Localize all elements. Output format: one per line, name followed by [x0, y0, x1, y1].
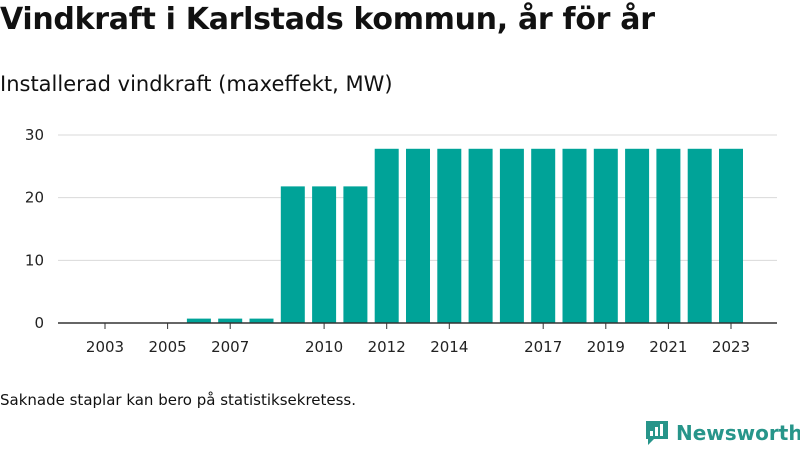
x-tick-label: 2005	[149, 338, 187, 356]
bar-2014	[437, 148, 462, 323]
x-tick-label: 2021	[649, 338, 687, 356]
bar-2021	[656, 148, 681, 323]
bar-2022	[687, 148, 712, 323]
bar-2018	[562, 148, 587, 323]
chart-title: Vindkraft i Karlstads kommun, år för år	[0, 2, 655, 37]
footnote: Saknade staplar kan bero på statistiksek…	[0, 391, 357, 409]
x-tick-label: 2019	[587, 338, 625, 356]
y-tick-labels: 0 10 20 30	[25, 126, 44, 332]
x-tick-label: 2017	[524, 338, 562, 356]
y-tick-label: 20	[25, 189, 44, 207]
y-tick-label: 0	[34, 314, 44, 332]
brand-logo: Newsworthy	[644, 419, 800, 447]
x-tick-label: 2012	[368, 338, 406, 356]
x-tick-label: 2014	[430, 338, 468, 356]
axes	[58, 322, 777, 329]
y-tick-label: 10	[25, 251, 44, 269]
x-tick-labels: 2003 2005 2007 2010 2012 2014 2017 2019 2021 2023	[86, 338, 750, 356]
bars	[186, 148, 743, 323]
bar-2012	[374, 148, 399, 323]
x-tick-label: 2003	[86, 338, 124, 356]
bar-2020	[625, 148, 650, 323]
bar-2016	[499, 148, 524, 323]
bar-2006	[186, 318, 211, 323]
bar-2023	[719, 148, 743, 323]
bar-2019	[593, 148, 618, 323]
bar-2017	[531, 148, 556, 323]
x-tick-label: 2007	[211, 338, 249, 356]
x-tick-label: 2010	[305, 338, 343, 356]
bar-2013	[406, 148, 430, 323]
bar-2007	[218, 318, 243, 323]
x-tick-label: 2023	[712, 338, 750, 356]
bar-2008	[249, 318, 274, 323]
brand-name: Newsworthy	[676, 421, 800, 445]
bar-2011	[343, 186, 368, 323]
bar-2010	[312, 186, 337, 323]
bar-2009	[280, 186, 305, 323]
y-tick-label: 30	[25, 126, 44, 144]
newsworthy-logo-icon	[646, 421, 668, 445]
bar-2015	[468, 148, 493, 323]
chart-subtitle: Installerad vindkraft (maxeffekt, MW)	[0, 72, 393, 96]
